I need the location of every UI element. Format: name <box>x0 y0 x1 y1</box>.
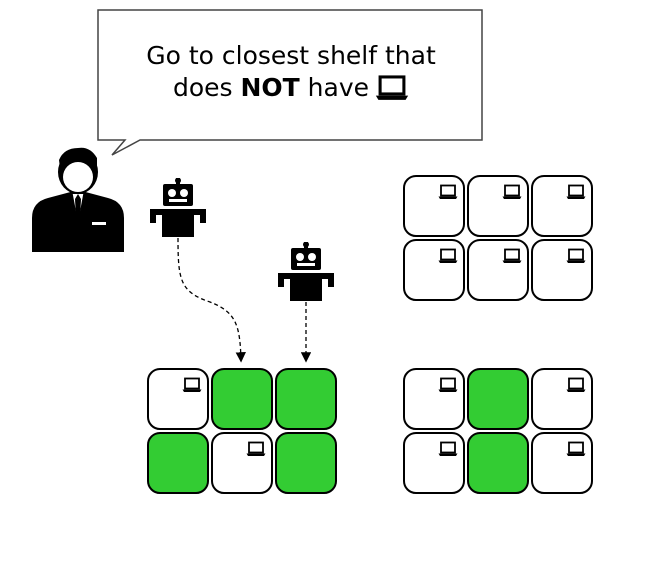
speech-bubble <box>97 9 483 156</box>
laptop-icon <box>246 441 266 457</box>
laptop-icon <box>566 377 586 393</box>
laptop-icon <box>502 248 522 264</box>
laptop-icon <box>438 377 458 393</box>
laptop-icon <box>182 377 202 393</box>
laptop-icon <box>438 441 458 457</box>
instruction-line-2: does NOT have <box>100 72 482 110</box>
shelves <box>147 175 593 494</box>
shelf-slot-empty <box>467 432 529 494</box>
laptop-icon <box>375 74 409 110</box>
shelf-slot-empty <box>275 432 337 494</box>
businessman-icon <box>32 147 124 252</box>
instruction-text: Go to closest shelf that does NOT have <box>100 40 482 110</box>
laptop-icon <box>438 184 458 200</box>
laptop-icon <box>502 184 522 200</box>
laptop-icon <box>566 184 586 200</box>
laptop-icon <box>566 248 586 264</box>
robot-icon <box>278 242 334 301</box>
instruction-suffix: have <box>299 73 370 102</box>
shelf-bottom-left <box>147 368 337 494</box>
robot-icon <box>150 178 206 237</box>
shelf-slot-empty <box>275 368 337 430</box>
instruction-prefix: does <box>172 73 241 102</box>
instruction-line-1: Go to closest shelf that <box>146 41 436 70</box>
shelf-slot-empty <box>147 432 209 494</box>
shelf-slot-empty <box>211 368 273 430</box>
laptop-icon <box>566 441 586 457</box>
laptop-icon <box>438 248 458 264</box>
robot-1-path <box>177 237 246 363</box>
instruction-emphasis: NOT <box>240 73 300 102</box>
shelf-slot-empty <box>467 368 529 430</box>
shelf-bottom-right <box>403 368 593 494</box>
shelf-top-right <box>403 175 593 301</box>
